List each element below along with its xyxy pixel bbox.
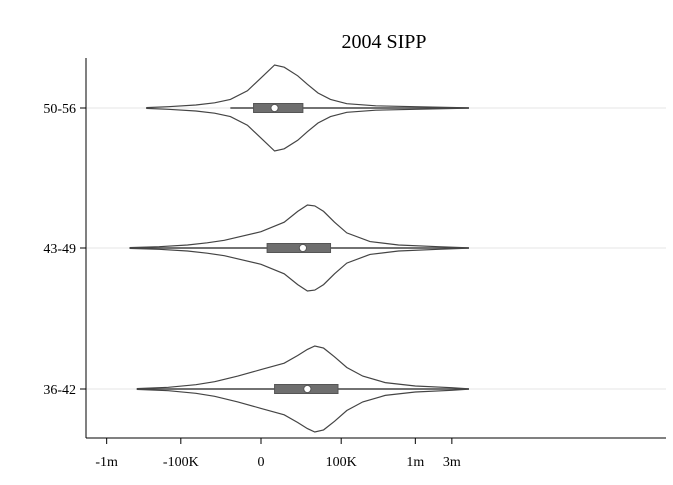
- violin-lower-outline: [136, 388, 469, 433]
- violin-43-49: [129, 204, 469, 292]
- violins: [129, 64, 469, 433]
- median-marker: [298, 243, 307, 253]
- x-tick-label: 100K: [326, 455, 357, 470]
- violin-50-56: [146, 64, 469, 152]
- x-tick-label: -1m: [95, 455, 118, 470]
- violin-upper-outline: [129, 204, 469, 249]
- x-tick-label: 1m: [406, 455, 424, 470]
- x-tick-label: -100K: [163, 455, 199, 470]
- x-tick-label: 0: [258, 455, 265, 470]
- violin-upper-outline: [136, 345, 469, 390]
- violin-36-42: [136, 345, 469, 433]
- median-marker: [303, 384, 312, 394]
- violin-lower-outline: [146, 107, 469, 152]
- y-ticks: 50-56 43-49 36-42: [43, 102, 86, 398]
- x-ticks: -1m -100K 0 100K 1m 3m: [95, 438, 461, 470]
- y-tick-label: 36-42: [43, 383, 76, 398]
- violin-upper-outline: [146, 64, 469, 109]
- y-tick-label: 50-56: [43, 102, 76, 117]
- x-tick-label: 3m: [443, 455, 461, 470]
- median-marker: [270, 103, 279, 113]
- y-tick-label: 43-49: [43, 242, 76, 257]
- chart-title: 2004 SIPP: [341, 31, 426, 53]
- violin-lower-outline: [129, 247, 469, 292]
